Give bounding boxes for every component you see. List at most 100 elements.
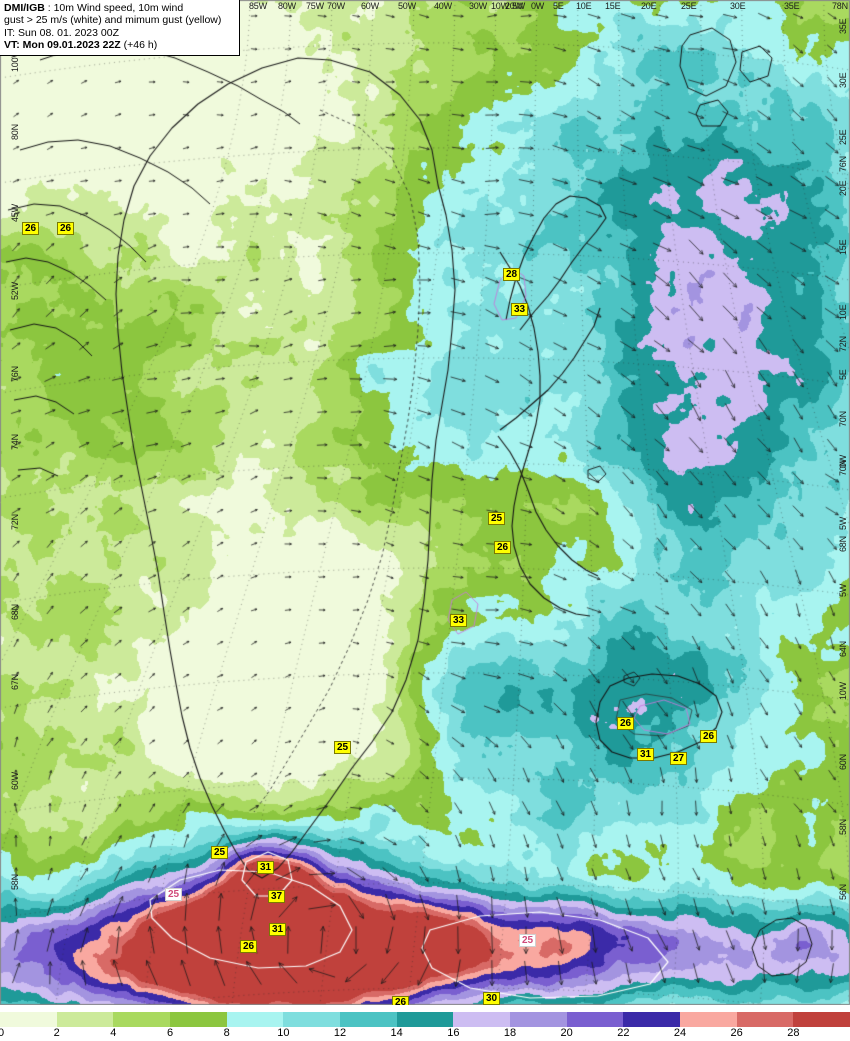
gust-label-7: 26: [617, 717, 635, 730]
graticule-label-75w: 75W: [306, 1, 324, 11]
graticule-label-left-68n: 68N: [10, 604, 20, 620]
init-time-line: IT: Sun 08. 01. 2023 00Z: [4, 26, 119, 39]
graticule-label-right-58n: 58N: [838, 819, 848, 835]
graticule-label-0w: 0W: [531, 1, 545, 11]
gust-label-4: 25: [488, 512, 506, 525]
gust-label-15: 31: [269, 923, 287, 936]
colorbar-swatch-3: [170, 1012, 227, 1027]
gust-label-2: 28: [503, 268, 521, 281]
colorbar-tick-labels: 0 2 4 6 8 10 12 14 16 18 20 22 24 26 28: [0, 1027, 850, 1041]
colorbar-tick-22: 22: [617, 1027, 630, 1039]
colorbar-swatches: [0, 1011, 850, 1027]
colorbar-tick-4: 4: [110, 1027, 117, 1039]
gust-label-14: 37: [268, 890, 286, 903]
graticule-label-35e: 35E: [784, 1, 800, 11]
graticule-label-right-5w: 5W: [838, 516, 848, 530]
gust-label-12: 25: [211, 846, 229, 859]
graticule-label-right-5w: 5W: [838, 583, 848, 597]
colorbar-swatch-5: [283, 1012, 341, 1027]
colorbar-tick-16: 16: [447, 1027, 460, 1039]
colorbar-tick-24: 24: [673, 1027, 687, 1039]
colorbar-swatch-1: [56, 1012, 114, 1027]
colorbar-tick-10: 10: [277, 1027, 290, 1039]
graticule-label-right-35e: 35E: [838, 18, 848, 34]
gust-label-6: 33: [450, 614, 468, 627]
model-title-rest: : 10m Wind speed, 10m wind: [44, 2, 184, 14]
forecast-info-box: DMI/IGB : 10m Wind speed, 10m wind gust …: [0, 0, 240, 56]
valid-time-value: Mon 09.01.2023 22Z: [19, 39, 121, 52]
gust-label-10: 26: [700, 730, 718, 743]
graticule-label-right-70n: 70N: [838, 411, 848, 427]
gust-label-8: 31: [637, 748, 655, 761]
graticule-label-left-74n: 74N: [10, 434, 20, 450]
colorbar-tick-6: 6: [166, 1027, 174, 1039]
graticule-label-5e: 5E: [553, 1, 564, 11]
colorbar-swatch-7: [396, 1012, 454, 1027]
graticule-label-30w: 30W: [469, 1, 487, 11]
gust-label-1: 26: [57, 222, 75, 235]
graticule-label-left-80n: 80N: [10, 124, 20, 140]
graticule-label-left-58n: 58N: [10, 874, 20, 890]
graticule-label-left-45w: 45W: [10, 204, 20, 222]
colorbar-tick-0: 0: [0, 1027, 5, 1039]
gust-label-20: 30: [483, 992, 501, 1005]
gust-label-16: 25: [165, 888, 183, 901]
graticule-label-left-67n: 67N: [10, 674, 20, 690]
valid-time-label: VT:: [4, 39, 20, 52]
graticule-label-right-15e: 15E: [838, 239, 848, 255]
colorbar: 0 2 4 6 8 10 12 14 16 18 20 22 24 26 28: [0, 1005, 850, 1041]
colorbar-tick-8: 8: [223, 1027, 230, 1039]
colorbar-tick-12: 12: [333, 1027, 347, 1039]
graticule-label-60w: 60W: [361, 1, 379, 11]
model-name: DMI/IGB: [4, 2, 45, 14]
model-title-line: DMI/IGB : 10m Wind speed, 10m wind: [4, 2, 236, 14]
valid-time-line: VT: Mon 09.01.2023 22Z (+46 h): [4, 39, 236, 51]
weather-map-canvas[interactable]: [0, 0, 850, 1005]
colorbar-swatch-0: [0, 1012, 57, 1027]
colorbar-tick-26: 26: [730, 1027, 743, 1039]
colorbar-swatch-10: [566, 1012, 624, 1027]
graticule-label-right-10e: 10E: [838, 304, 848, 320]
gust-label-0: 26: [22, 222, 40, 235]
graticule-label-right-60n: 60N: [838, 754, 848, 770]
graticule-label-right-20e: 20E: [838, 180, 848, 196]
colorbar-swatch-4: [226, 1012, 284, 1027]
graticule-label-25e: 25E: [681, 1, 697, 11]
colorbar-tick-28: 28: [787, 1027, 800, 1039]
colorbar-swatch-8: [453, 1012, 511, 1027]
graticule-label-right-68n: 68N: [838, 536, 848, 552]
map-area[interactable]: [0, 0, 850, 1005]
colorbar-swatch-2: [113, 1012, 171, 1027]
graticule-label-20w: 20W: [505, 1, 523, 11]
colorbar-swatch-12: [680, 1012, 737, 1027]
graticule-label-85w: 85W: [249, 1, 267, 11]
colorbar-swatch-13: [736, 1012, 794, 1027]
graticule-label-20e: 20E: [641, 1, 657, 11]
gust-label-11: 25: [334, 741, 352, 754]
graticule-label-5w: 5W: [512, 1, 526, 11]
graticule-label-10e: 10E: [576, 1, 592, 11]
graticule-label-right-56n: 56N: [838, 884, 848, 900]
colorbar-swatch-6: [340, 1012, 397, 1027]
forecast-hour: (+46 h): [120, 39, 158, 52]
colorbar-tick-2: 2: [53, 1027, 60, 1039]
graticule-label-left-60w: 60W: [10, 772, 20, 790]
colorbar-tick-18: 18: [503, 1027, 517, 1039]
graticule-label-right-10w: 10W: [838, 682, 848, 700]
gust-label-9: 27: [670, 752, 688, 765]
graticule-label-right-5e: 5E: [838, 369, 848, 380]
graticule-label-40w: 40W: [434, 1, 452, 11]
graticule-label-right-72n: 72N: [838, 336, 848, 352]
colorbar-tick-14: 14: [390, 1027, 403, 1039]
colorbar-swatch-9: [510, 1012, 567, 1027]
graticule-label-right-30e: 30E: [838, 72, 848, 88]
gust-legend-line: gust > 25 m/s (white) and mimum gust (ye…: [4, 14, 222, 27]
colorbar-swatch-11: [623, 1012, 681, 1027]
gust-label-13: 31: [257, 861, 275, 874]
graticule-label-left-76n: 76N: [10, 366, 20, 382]
graticule-label-right-25e: 25E: [838, 129, 848, 145]
graticule-label-78n: 78N: [832, 1, 848, 11]
colorbar-tick-20: 20: [560, 1027, 573, 1039]
graticule-label-right-64n: 64N: [838, 641, 848, 657]
